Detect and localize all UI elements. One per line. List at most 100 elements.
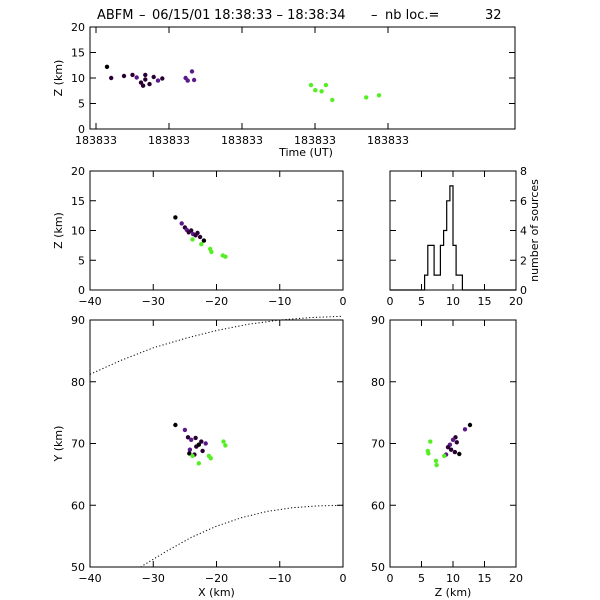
x-tick-label: 20 [509,295,523,308]
y-tick-label: 15 [71,195,85,208]
source-point [134,75,139,80]
source-point [428,439,433,444]
y-tick-label: 90 [71,314,85,327]
y-tick-label: 80 [371,376,385,389]
source-point [143,72,148,78]
x-tick-label: −30 [142,572,165,585]
y-tick-label: 80 [71,376,85,389]
source-point [182,427,188,433]
source-point [187,447,193,452]
y-tick-label: 10 [71,72,85,85]
x-tick-label: 0 [387,572,394,585]
x-tick-label: 10 [446,295,460,308]
source-point [445,445,451,450]
x-tick-label: 0 [340,295,347,308]
x-tick-label: 20 [509,572,523,585]
y-tick-label: 0 [78,123,85,136]
figure-title-dash-2: – [371,8,378,23]
x-tick-label: −10 [268,572,291,585]
source-point [190,237,195,242]
source-point [203,441,208,446]
plot-frame [89,319,344,568]
panel-z_y: 0 5 10 15 20 50 60 70 80 90 Z (km) [371,314,523,599]
y-tick-label: 50 [371,561,385,574]
x-tick-label: −40 [78,572,101,585]
source-point [223,254,228,259]
source-point [442,453,447,459]
x-tick-label: 0 [387,295,394,308]
source-point [319,89,324,94]
source-point [467,422,473,428]
source-point [138,80,144,85]
source-point [190,453,195,459]
source-point [462,427,468,432]
y-axis-label: number of sources [528,179,541,282]
x-tick-label: 5 [418,572,425,585]
source-point [109,75,114,81]
source-point [196,442,201,447]
source-point [160,76,165,81]
y-tick-label: 60 [71,499,85,512]
x-tick-label: 0 [340,572,347,585]
panels: 183833 183833 183833 183833 18383305101520Ti… [52,21,541,599]
source-point [200,448,205,454]
histogram-line [390,185,516,291]
x-tick-label: 183833 [294,134,336,147]
source-point [140,83,146,88]
panel-x_y: −40 −30 −20 −10 0 50 60 70 80 90 X (km) Y (km) [52,314,347,599]
source-point [185,78,190,83]
panel-x_z: −40 −30 −20 −10 0 0 5 10 15 20 Z (km) [52,165,347,308]
figure-title-date: 06/15/01 [152,8,210,23]
x-tick-label: 10 [446,572,460,585]
source-point [425,448,430,454]
source-point [452,449,458,455]
x-tick-label: 183833 [367,134,409,147]
source-point [189,69,195,74]
source-point [313,88,318,93]
x-axis-label: Time (UT) [278,146,333,159]
source-point [173,215,178,220]
x-tick-label: 183833 [148,134,190,147]
source-point [195,230,200,236]
source-point [187,451,192,456]
x-tick-label: 5 [418,295,425,308]
source-point [155,78,161,83]
source-point [364,95,369,100]
plot-frame [89,170,344,291]
source-point [209,249,214,255]
y-tick-label: 70 [371,438,385,451]
y-tick-label: 15 [71,47,85,60]
panel-time_z: 183833 183833 183833 183833 18383305101520Ti… [52,21,516,159]
source-point [199,242,204,247]
source-point [201,238,207,243]
x-tick-label: −20 [205,572,228,585]
source-point [185,435,191,440]
y-tick-label: 8 [520,165,527,178]
source-point [121,73,127,79]
y-tick-label: 90 [371,314,385,327]
source-point [197,234,203,240]
source-point [104,64,110,70]
source-point [448,447,454,452]
y-axis-label: Y (km) [52,426,65,463]
y-tick-label: 0 [78,284,85,297]
source-point [221,439,226,444]
x-tick-label: 183833 [221,134,263,147]
boundary-curve [140,504,344,568]
source-point [450,437,456,442]
x-tick-label: −20 [205,295,228,308]
y-tick-label: 0 [520,284,527,297]
x-tick-label: 183833 [75,134,117,147]
source-point [130,72,135,78]
y-tick-label: 70 [71,438,85,451]
figure-title-time-range: 18:38:33 – 18:38:34 [214,8,346,23]
x-tick-label: −10 [268,295,291,308]
source-point [189,228,194,233]
y-tick-label: 5 [78,98,85,111]
y-tick-label: 20 [71,21,85,34]
source-point [454,440,459,445]
source-point [143,77,148,82]
source-point [147,81,152,87]
